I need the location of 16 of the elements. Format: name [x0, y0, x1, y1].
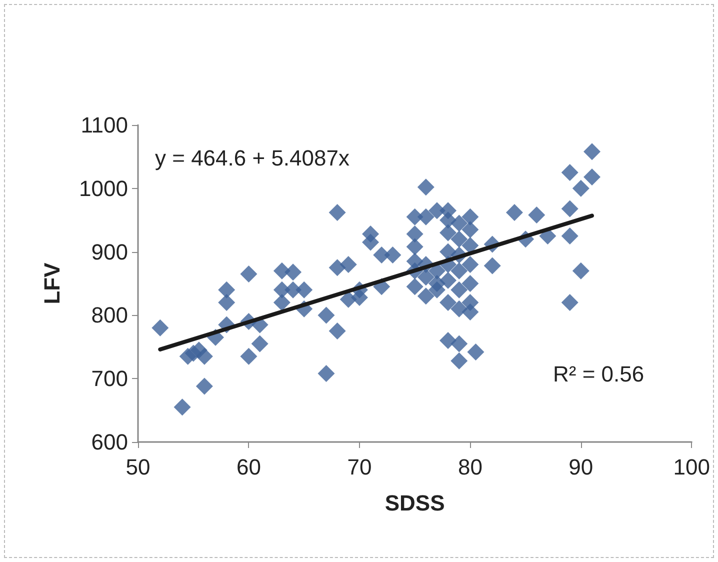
y-tick-label: 1000 [79, 176, 128, 201]
x-tick-label: 90 [568, 454, 594, 480]
x-tick-label: 50 [126, 454, 150, 480]
y-tick-label: 1100 [80, 112, 128, 138]
x-tick-label: 70 [347, 454, 372, 480]
x-axis-title: SDSS [384, 490, 445, 516]
y-axis-title: LFV [40, 262, 64, 304]
annotation: y = 464.6 + 5.4087x [155, 146, 350, 170]
y-tick-label: 800 [91, 302, 128, 328]
x-tick-label: 100 [673, 454, 710, 480]
y-tick-label: 600 [91, 430, 128, 454]
x-tick-label: 60 [236, 454, 261, 480]
y-tick-label: 900 [91, 239, 128, 264]
annotation: R² = 0.56 [553, 362, 644, 386]
x-tick-label: 80 [458, 454, 482, 480]
y-tick-label: 700 [91, 366, 128, 392]
